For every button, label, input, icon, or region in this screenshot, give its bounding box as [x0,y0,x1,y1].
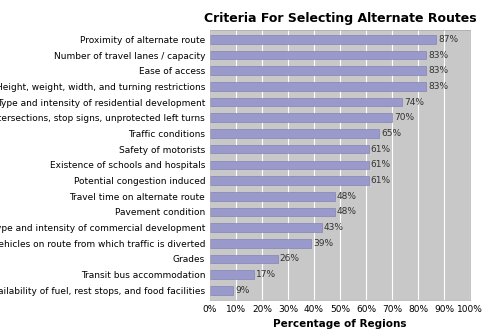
Text: 70%: 70% [394,113,414,122]
Bar [210,129,379,138]
Bar [210,239,312,247]
Bar [210,255,278,263]
Bar [210,286,234,295]
Text: 43%: 43% [324,223,344,232]
Title: Criteria For Selecting Alternate Routes: Criteria For Selecting Alternate Routes [204,12,476,25]
Text: 61%: 61% [370,145,391,154]
Text: 83%: 83% [428,82,448,91]
Bar [210,207,335,216]
Text: 83%: 83% [428,66,448,75]
Bar [210,66,426,75]
Text: 61%: 61% [370,160,391,169]
Text: 26%: 26% [280,254,299,263]
Text: 17%: 17% [256,270,276,279]
Text: 74%: 74% [404,98,424,107]
Text: 39%: 39% [314,239,334,248]
Text: 9%: 9% [236,286,250,295]
Bar [210,161,368,169]
Text: 48%: 48% [337,207,357,216]
Text: 61%: 61% [370,176,391,185]
Text: 87%: 87% [438,35,458,44]
Bar [210,223,322,232]
X-axis label: Percentage of Regions: Percentage of Regions [273,319,407,329]
Bar [210,98,402,107]
Bar [210,176,368,185]
Bar [210,145,368,154]
Text: 65%: 65% [381,129,401,138]
Text: 48%: 48% [337,192,357,201]
Bar [210,82,426,91]
Bar [210,192,335,200]
Bar [210,51,426,59]
Bar [210,35,436,44]
Bar [210,114,392,122]
Bar [210,270,254,279]
Text: 83%: 83% [428,51,448,60]
